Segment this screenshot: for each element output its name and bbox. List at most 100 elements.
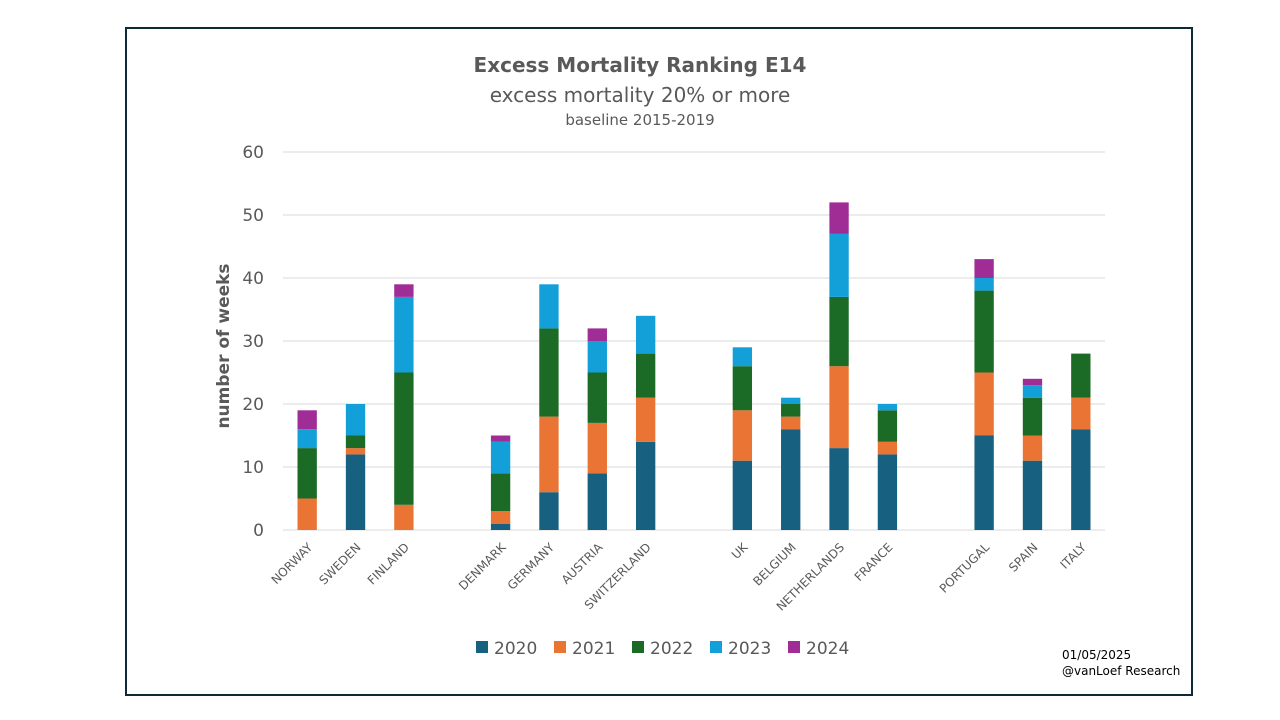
credit-label: @vanLoef Research <box>1062 664 1181 678</box>
bar-segment-spain-2020 <box>1022 460 1043 530</box>
chart-subtitle: excess mortality 20% or more <box>489 83 791 107</box>
legend-label-2021: 2021 <box>572 639 615 659</box>
bar-segment-denmark-2024 <box>490 435 511 442</box>
bar-segment-italy-2020 <box>1071 429 1091 530</box>
chart-title: Excess Mortality Ranking E14 <box>473 53 807 77</box>
bar-segment-belgium-2020 <box>781 429 801 530</box>
bar-segment-switzerland-2022 <box>635 353 656 398</box>
bar-segment-norway-2021 <box>297 498 317 530</box>
bar-segment-netherlands-2023 <box>829 233 849 297</box>
bar-segment-austria-2022 <box>587 372 607 423</box>
bar-segment-spain-2023 <box>1022 385 1043 398</box>
bar-segment-austria-2021 <box>587 422 607 474</box>
bar-segment-portugal-2020 <box>974 435 994 530</box>
x-tick-label: SPAIN <box>1006 540 1041 575</box>
legend-swatch-2021 <box>554 641 566 653</box>
bar-segment-belgium-2021 <box>781 416 801 430</box>
bar-segment-switzerland-2020 <box>635 441 656 530</box>
bar-segment-germany-2022 <box>539 328 559 417</box>
bar-segment-denmark-2023 <box>490 441 511 474</box>
bar-segment-norway-2022 <box>297 448 317 499</box>
bar-segment-sweden-2020 <box>345 454 366 530</box>
bar-segment-denmark-2022 <box>490 473 511 512</box>
bar-segment-finland-2022 <box>394 372 414 505</box>
chart-baseline-note: baseline 2015-2019 <box>565 111 715 129</box>
bar-segment-finland-2024 <box>394 284 414 297</box>
y-tick-label: 0 <box>253 521 264 541</box>
x-tick-label: PORTUGAL <box>937 540 993 596</box>
y-tick-label: 20 <box>242 395 264 415</box>
legend-label-2020: 2020 <box>494 639 537 659</box>
legend-swatch-2024 <box>788 641 800 653</box>
bar-segment-portugal-2024 <box>974 259 994 278</box>
bar-segment-spain-2024 <box>1022 378 1043 386</box>
legend-label-2023: 2023 <box>728 639 771 659</box>
gridlines <box>283 151 1105 531</box>
y-axis-label: number of weeks <box>214 263 234 428</box>
bar-segment-portugal-2021 <box>974 372 994 436</box>
bar-segment-italy-2022 <box>1071 353 1091 398</box>
y-tick-label: 30 <box>242 332 264 352</box>
bar-segment-uk-2020 <box>732 460 753 530</box>
bar-segment-france-2023 <box>877 404 898 411</box>
bar-segment-portugal-2022 <box>974 290 994 373</box>
bar-segment-italy-2021 <box>1071 397 1091 430</box>
y-tick-label: 60 <box>242 143 264 163</box>
bar-segment-spain-2021 <box>1022 435 1043 461</box>
bar-segment-norway-2023 <box>297 429 317 449</box>
bar-segment-sweden-2021 <box>345 448 366 455</box>
legend-swatch-2023 <box>710 641 722 653</box>
legend-label-2022: 2022 <box>650 639 693 659</box>
bar-segment-germany-2023 <box>539 284 559 329</box>
bar-segment-france-2020 <box>877 454 898 530</box>
bar-segment-netherlands-2022 <box>829 296 849 367</box>
bar-segment-finland-2021 <box>394 504 414 530</box>
y-tick-label: 40 <box>242 269 264 289</box>
bar-segment-austria-2020 <box>587 473 607 530</box>
x-tick-label: ITALY <box>1057 540 1089 572</box>
x-tick-label: DENMARK <box>456 539 510 593</box>
bar-segment-uk-2023 <box>732 347 753 367</box>
x-tick-label: FINLAND <box>365 540 412 587</box>
bar-segment-switzerland-2023 <box>635 315 656 354</box>
bar-segment-spain-2022 <box>1022 397 1043 436</box>
x-tick-label: BELGIUM <box>750 540 798 588</box>
x-tick-label: FRANCE <box>852 540 896 584</box>
x-tick-label: SWEDEN <box>316 540 363 587</box>
bar-segment-norway-2024 <box>297 410 317 430</box>
bar-segment-germany-2020 <box>539 492 559 530</box>
bar-segment-austria-2024 <box>587 328 607 341</box>
y-tick-label: 10 <box>242 458 264 478</box>
x-tick-label: GERMANY <box>505 540 558 593</box>
bar-segment-france-2021 <box>877 441 898 455</box>
bars <box>297 202 1091 530</box>
date-label: 01/05/2025 <box>1062 648 1132 662</box>
bar-segment-netherlands-2024 <box>829 202 849 234</box>
bar-segment-netherlands-2020 <box>829 448 849 530</box>
bar-segment-belgium-2022 <box>781 404 801 417</box>
bar-segment-finland-2023 <box>394 296 414 373</box>
bar-segment-france-2022 <box>877 410 898 442</box>
x-tick-label: NORWAY <box>269 540 316 587</box>
bar-segment-belgium-2023 <box>781 397 801 404</box>
bar-segment-austria-2023 <box>587 341 607 373</box>
x-tick-label: AUSTRIA <box>559 540 606 587</box>
legend: 2020 2021 2022 2023 2024 <box>476 639 849 659</box>
bar-segment-uk-2022 <box>732 366 753 411</box>
legend-label-2024: 2024 <box>806 639 849 659</box>
legend-swatch-2022 <box>632 641 644 653</box>
bar-segment-sweden-2022 <box>345 435 366 449</box>
legend-swatch-2020 <box>476 641 488 653</box>
bar-segment-netherlands-2021 <box>829 366 849 449</box>
bar-segment-denmark-2020 <box>490 523 511 530</box>
y-tick-label: 50 <box>242 206 264 226</box>
bar-segment-sweden-2023 <box>345 404 366 436</box>
bar-segment-switzerland-2021 <box>635 397 656 442</box>
x-tick-label: UK <box>729 539 751 561</box>
bar-segment-uk-2021 <box>732 410 753 461</box>
y-axis-ticks: 0 10 20 30 40 50 60 <box>242 143 264 541</box>
bar-segment-portugal-2023 <box>974 278 994 291</box>
bar-segment-denmark-2021 <box>490 511 511 524</box>
